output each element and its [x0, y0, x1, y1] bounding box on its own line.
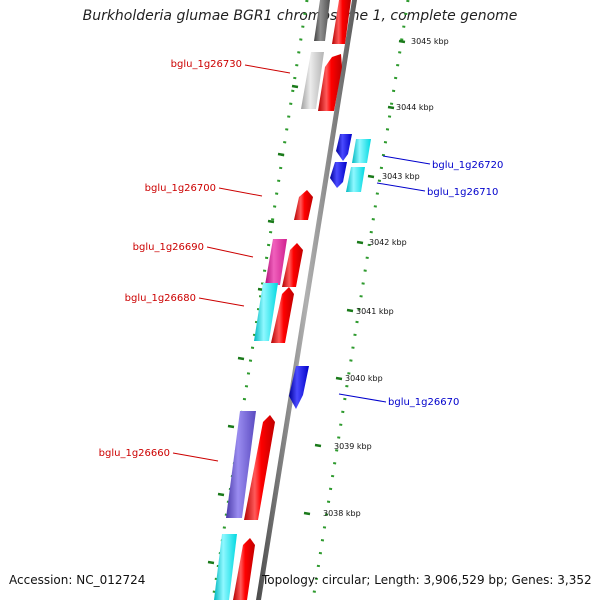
cog-box-cyan-26680 [254, 283, 278, 341]
cog-box-grey [301, 52, 324, 109]
scale-label-3041: 3041 kbp [356, 307, 394, 316]
scale-label-3038: 3038 kbp [323, 509, 361, 518]
gene-arrow-red-bottom[interactable] [233, 538, 255, 600]
scale-label-3045: 3045 kbp [411, 37, 449, 46]
gene-label-bglu_1g26660[interactable]: bglu_1g26660 [99, 448, 170, 459]
inner-scale-ticks [207, 84, 299, 565]
gene-arrow-bglu_1g26660[interactable] [244, 415, 275, 520]
gene-arrow-bglu_1g26730[interactable] [318, 54, 342, 111]
scale-label-3039: 3039 kbp [334, 442, 372, 451]
cog-box-cyan-26710 [346, 167, 365, 192]
leader-line-bglu_1g26730 [244, 64, 291, 74]
cog-box-cyan-bottom [214, 534, 237, 600]
cog-box-purple [226, 411, 256, 518]
accession-text: Accession: NC_012724 [9, 573, 146, 587]
gene-label-bglu_1g26720[interactable]: bglu_1g26720 [432, 160, 503, 171]
leader-line-bglu_1g26670 [338, 393, 387, 403]
gene-arrow-bglu_1g26720[interactable] [336, 134, 352, 161]
leader-line-bglu_1g26680 [198, 297, 245, 307]
gene-arrow-dark-grey[interactable] [314, 0, 330, 41]
cog-box-cyan-26720 [352, 139, 371, 163]
gene-arrow-bglu_1g26700[interactable] [294, 190, 313, 220]
genome-title: Burkholderia glumae BGR1 chromosome 1, c… [82, 8, 518, 24]
leader-line-bglu_1g26690 [206, 246, 254, 258]
chromosome-backbone [256, 0, 357, 600]
gene-label-bglu_1g26680[interactable]: bglu_1g26680 [125, 293, 196, 304]
scale-label-3040: 3040 kbp [345, 374, 383, 383]
cog-box-magenta [265, 239, 287, 285]
scale-label-3043: 3043 kbp [382, 172, 420, 181]
scale-label-3044: 3044 kbp [396, 103, 434, 112]
gene-arrow-bglu_1g26690[interactable] [282, 243, 303, 287]
leader-line-bglu_1g26710 [376, 182, 426, 192]
leader-line-bglu_1g26720 [382, 155, 431, 165]
outer-scale-ticks [303, 39, 406, 516]
leader-line-bglu_1g26700 [218, 187, 263, 197]
gene-arrow-red-top[interactable] [332, 0, 351, 44]
gene-arrow-bglu_1g26670[interactable] [289, 366, 309, 409]
scale-label-3042: 3042 kbp [369, 238, 407, 247]
gene-arrow-bglu_1g26680[interactable] [271, 287, 294, 343]
genome-summary-text: Topology: circular; Length: 3,906,529 bp… [262, 573, 592, 587]
leader-line-bglu_1g26660 [172, 452, 219, 462]
gene-label-bglu_1g26700[interactable]: bglu_1g26700 [145, 183, 216, 194]
gene-label-bglu_1g26690[interactable]: bglu_1g26690 [133, 242, 204, 253]
gene-label-bglu_1g26670[interactable]: bglu_1g26670 [388, 397, 459, 408]
gene-label-bglu_1g26730[interactable]: bglu_1g26730 [171, 59, 242, 70]
gene-label-bglu_1g26710[interactable]: bglu_1g26710 [427, 187, 498, 198]
gene-arrow-bglu_1g26710[interactable] [330, 162, 347, 188]
